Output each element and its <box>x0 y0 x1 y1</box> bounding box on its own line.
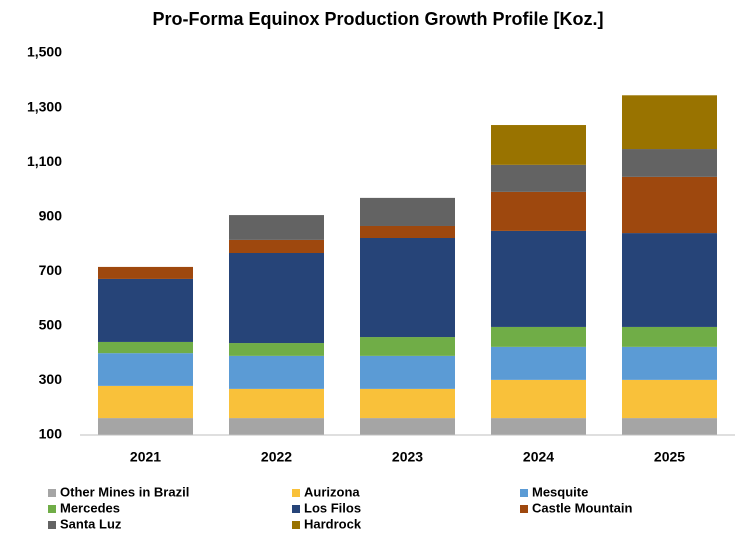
bar-segment <box>98 385 193 419</box>
x-tick-label: 2022 <box>261 449 292 465</box>
legend-label: Aurizona <box>304 484 360 499</box>
bar-segment <box>491 346 586 380</box>
bar-segment <box>229 239 324 254</box>
bar-segment <box>98 278 193 342</box>
legend-swatch <box>48 505 56 513</box>
bar-segment <box>491 230 586 327</box>
bar-segment <box>491 164 586 192</box>
legend-swatch <box>520 489 528 497</box>
bars <box>98 95 717 435</box>
bar-segment <box>491 125 586 165</box>
bar-segment <box>622 418 717 435</box>
y-tick-label: 300 <box>39 371 63 387</box>
bar-segment <box>622 379 717 419</box>
y-tick-label: 500 <box>39 317 63 333</box>
bar-segment <box>622 346 717 380</box>
legend-label: Mesquite <box>532 484 588 499</box>
y-tick-label: 1,500 <box>27 44 62 60</box>
x-tick-label: 2021 <box>130 449 161 465</box>
y-tick-label: 100 <box>39 426 63 442</box>
x-tick-label: 2023 <box>392 449 423 465</box>
legend-label: Santa Luz <box>60 516 122 531</box>
bar-segment <box>622 233 717 327</box>
bar-segment <box>360 418 455 435</box>
legend-swatch <box>292 521 300 529</box>
legend-swatch <box>520 505 528 513</box>
bar-segment <box>229 215 324 240</box>
bar-segment <box>360 225 455 238</box>
bar-segment <box>229 343 324 356</box>
bar-segment <box>98 266 193 279</box>
legend-swatch <box>292 489 300 497</box>
bar-segment <box>98 341 193 354</box>
bar-segment <box>360 237 455 338</box>
bar-segment <box>491 326 586 347</box>
bar-segment <box>360 388 455 419</box>
bar-segment <box>229 388 324 419</box>
bar-segment <box>360 197 455 226</box>
bar-segment <box>622 149 717 177</box>
bar-segment <box>491 379 586 419</box>
y-tick-label: 1,100 <box>27 153 62 169</box>
legend-swatch <box>48 489 56 497</box>
bar-segment <box>491 191 586 231</box>
chart-title: Pro-Forma Equinox Production Growth Prof… <box>153 9 604 29</box>
legend-label: Castle Mountain <box>532 500 632 515</box>
bar-segment <box>491 418 586 435</box>
bar-segment <box>98 418 193 435</box>
bar-segment <box>622 326 717 347</box>
legend-swatch <box>292 505 300 513</box>
y-tick-label: 700 <box>39 262 63 278</box>
bar-segment <box>622 95 717 150</box>
y-tick-label: 1,300 <box>27 98 62 114</box>
legend-label: Los Filos <box>304 500 361 515</box>
legend-label: Hardrock <box>304 516 362 531</box>
x-tick-label: 2025 <box>654 449 685 465</box>
bar-segment <box>98 353 193 386</box>
legend-label: Mercedes <box>60 500 120 515</box>
y-tick-label: 900 <box>39 207 63 223</box>
bar-segment <box>360 337 455 356</box>
legend-swatch <box>48 521 56 529</box>
legend-label: Other Mines in Brazil <box>60 484 189 499</box>
bar-segment <box>229 253 324 344</box>
x-tick-label: 2024 <box>523 449 554 465</box>
bar-segment <box>229 355 324 389</box>
bar-segment <box>622 176 717 234</box>
bar-segment <box>229 418 324 435</box>
bar-segment <box>360 355 455 389</box>
